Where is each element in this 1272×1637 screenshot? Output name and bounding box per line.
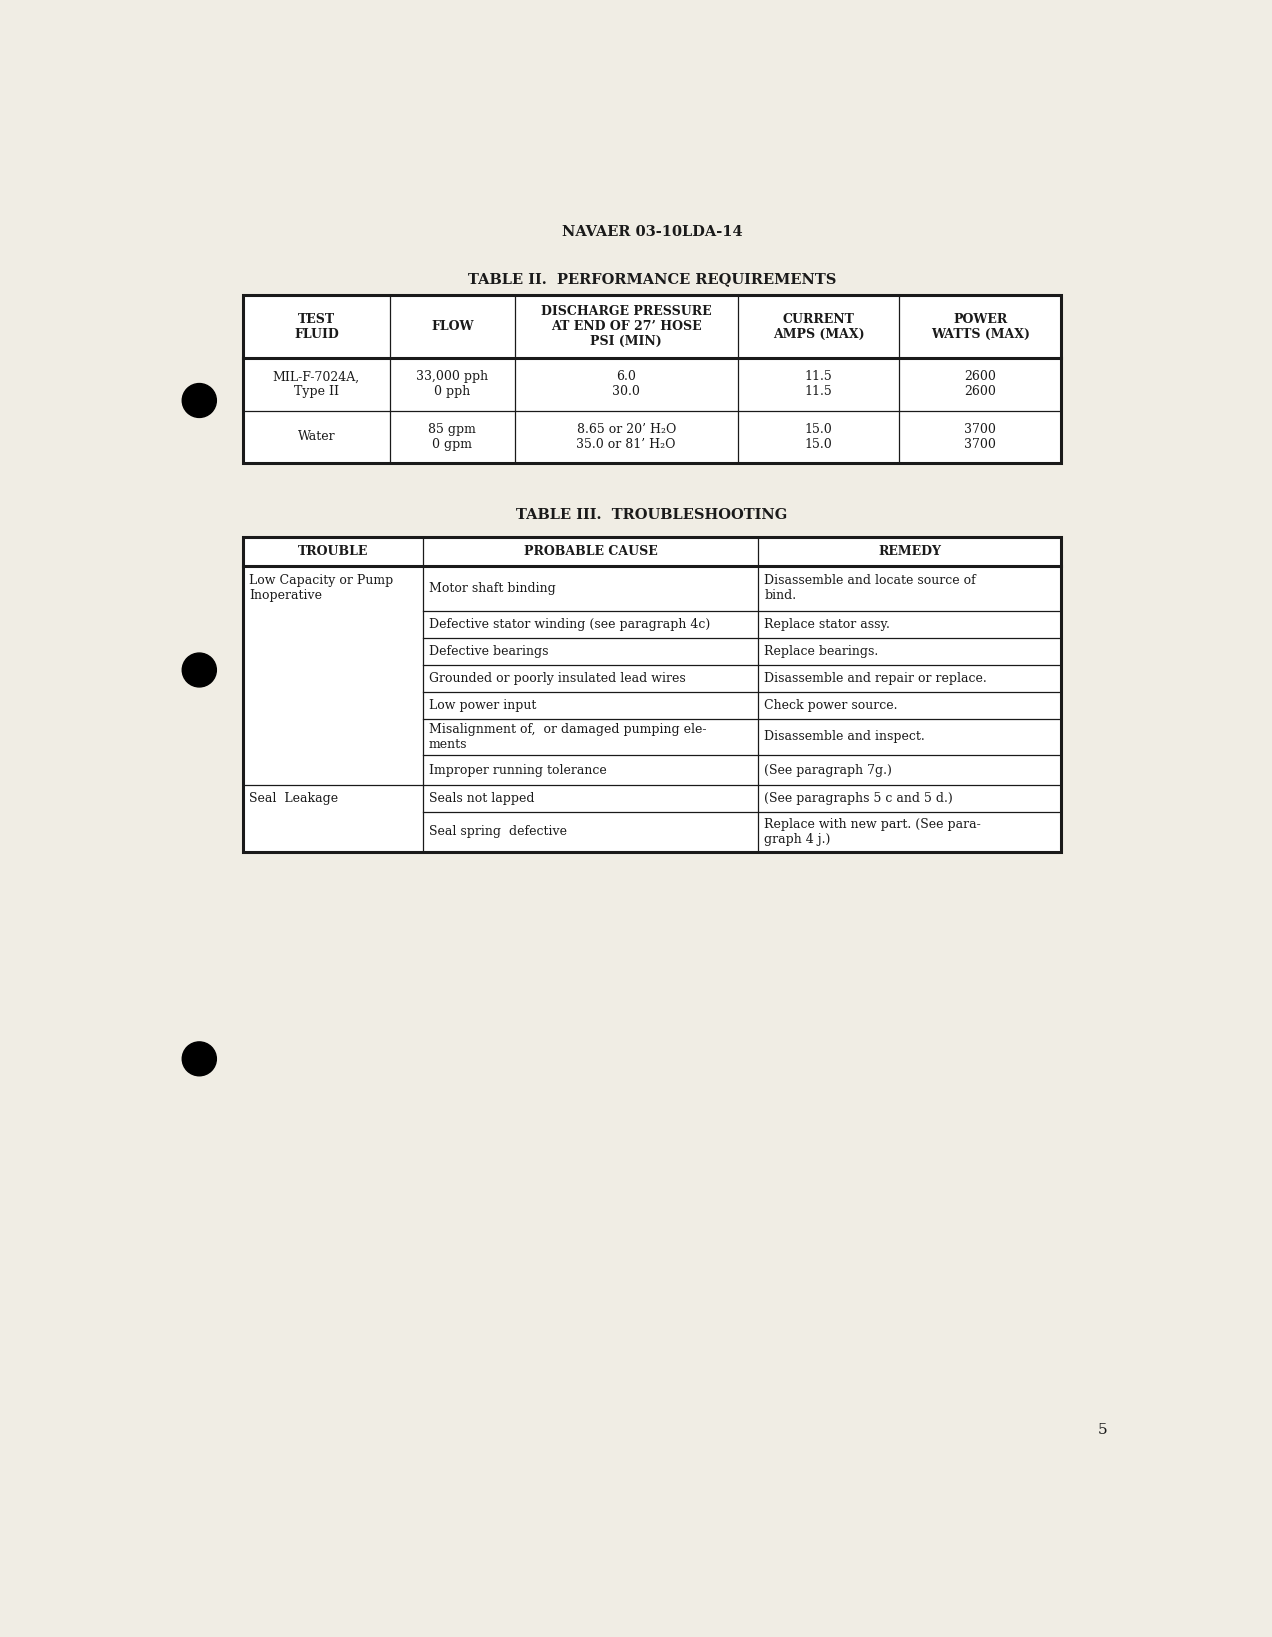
- Text: REMEDY: REMEDY: [878, 545, 941, 558]
- Text: 3700
3700: 3700 3700: [964, 422, 996, 450]
- Text: 15.0
15.0: 15.0 15.0: [805, 422, 832, 450]
- Bar: [243, 295, 1061, 463]
- Text: Seals not lapped: Seals not lapped: [429, 792, 534, 805]
- Text: MIL-F-7024A,
Type II: MIL-F-7024A, Type II: [272, 370, 360, 398]
- Text: Grounded or poorly insulated lead wires: Grounded or poorly insulated lead wires: [429, 671, 686, 684]
- Text: Disassemble and repair or replace.: Disassemble and repair or replace.: [764, 671, 987, 684]
- Text: 8.65 or 20’ H₂O
35.0 or 81’ H₂O: 8.65 or 20’ H₂O 35.0 or 81’ H₂O: [576, 422, 675, 450]
- Text: 2600
2600: 2600 2600: [964, 370, 996, 398]
- Text: (See paragraph 7g.): (See paragraph 7g.): [764, 763, 893, 776]
- Text: Misalignment of,  or damaged pumping ele-
ments: Misalignment of, or damaged pumping ele-…: [429, 724, 706, 751]
- Circle shape: [182, 383, 216, 417]
- Bar: [243, 295, 1061, 463]
- Text: Defective stator winding (see paragraph 4c): Defective stator winding (see paragraph …: [429, 617, 710, 630]
- Text: PROBABLE CAUSE: PROBABLE CAUSE: [524, 545, 658, 558]
- Text: Motor shaft binding: Motor shaft binding: [429, 581, 556, 594]
- Text: Replace with new part. (See para-
graph 4 j.): Replace with new part. (See para- graph …: [764, 818, 981, 846]
- Text: Defective bearings: Defective bearings: [429, 645, 548, 658]
- Text: Low Capacity or Pump
Inoperative: Low Capacity or Pump Inoperative: [249, 573, 393, 602]
- Text: Check power source.: Check power source.: [764, 699, 898, 712]
- Text: 5: 5: [1098, 1423, 1108, 1437]
- Text: 33,000 pph
0 pph: 33,000 pph 0 pph: [416, 370, 488, 398]
- Text: 6.0
30.0: 6.0 30.0: [612, 370, 640, 398]
- Text: NAVAER 03-10LDA-14: NAVAER 03-10LDA-14: [561, 224, 743, 239]
- Bar: [243, 537, 1061, 851]
- Text: CURRENT
AMPS (MAX): CURRENT AMPS (MAX): [773, 313, 865, 340]
- Text: Seal spring  defective: Seal spring defective: [429, 825, 567, 838]
- Text: 85 gpm
0 gpm: 85 gpm 0 gpm: [429, 422, 476, 450]
- Circle shape: [182, 653, 216, 688]
- Text: DISCHARGE PRESSURE
AT END OF 27’ HOSE
PSI (MIN): DISCHARGE PRESSURE AT END OF 27’ HOSE PS…: [541, 304, 711, 349]
- Text: POWER
WATTS (MAX): POWER WATTS (MAX): [931, 313, 1030, 340]
- Text: (See paragraphs 5 c and 5 d.): (See paragraphs 5 c and 5 d.): [764, 792, 953, 805]
- Text: Replace bearings.: Replace bearings.: [764, 645, 879, 658]
- Text: Seal  Leakage: Seal Leakage: [249, 792, 338, 805]
- Text: Replace stator assy.: Replace stator assy.: [764, 617, 890, 630]
- Circle shape: [182, 1041, 216, 1076]
- Text: TROUBLE: TROUBLE: [298, 545, 368, 558]
- Text: Low power input: Low power input: [429, 699, 537, 712]
- Text: TEST
FLUID: TEST FLUID: [294, 313, 338, 340]
- Text: TABLE II.  PERFORMANCE REQUIREMENTS: TABLE II. PERFORMANCE REQUIREMENTS: [468, 273, 836, 286]
- Text: FLOW: FLOW: [431, 321, 473, 332]
- Text: Disassemble and inspect.: Disassemble and inspect.: [764, 730, 925, 743]
- Text: Water: Water: [298, 431, 336, 444]
- Text: Disassemble and locate source of
bind.: Disassemble and locate source of bind.: [764, 575, 976, 602]
- Text: Improper running tolerance: Improper running tolerance: [429, 763, 607, 776]
- Text: TABLE III.  TROUBLESHOOTING: TABLE III. TROUBLESHOOTING: [516, 507, 787, 522]
- Bar: [243, 537, 1061, 851]
- Text: 11.5
11.5: 11.5 11.5: [805, 370, 832, 398]
